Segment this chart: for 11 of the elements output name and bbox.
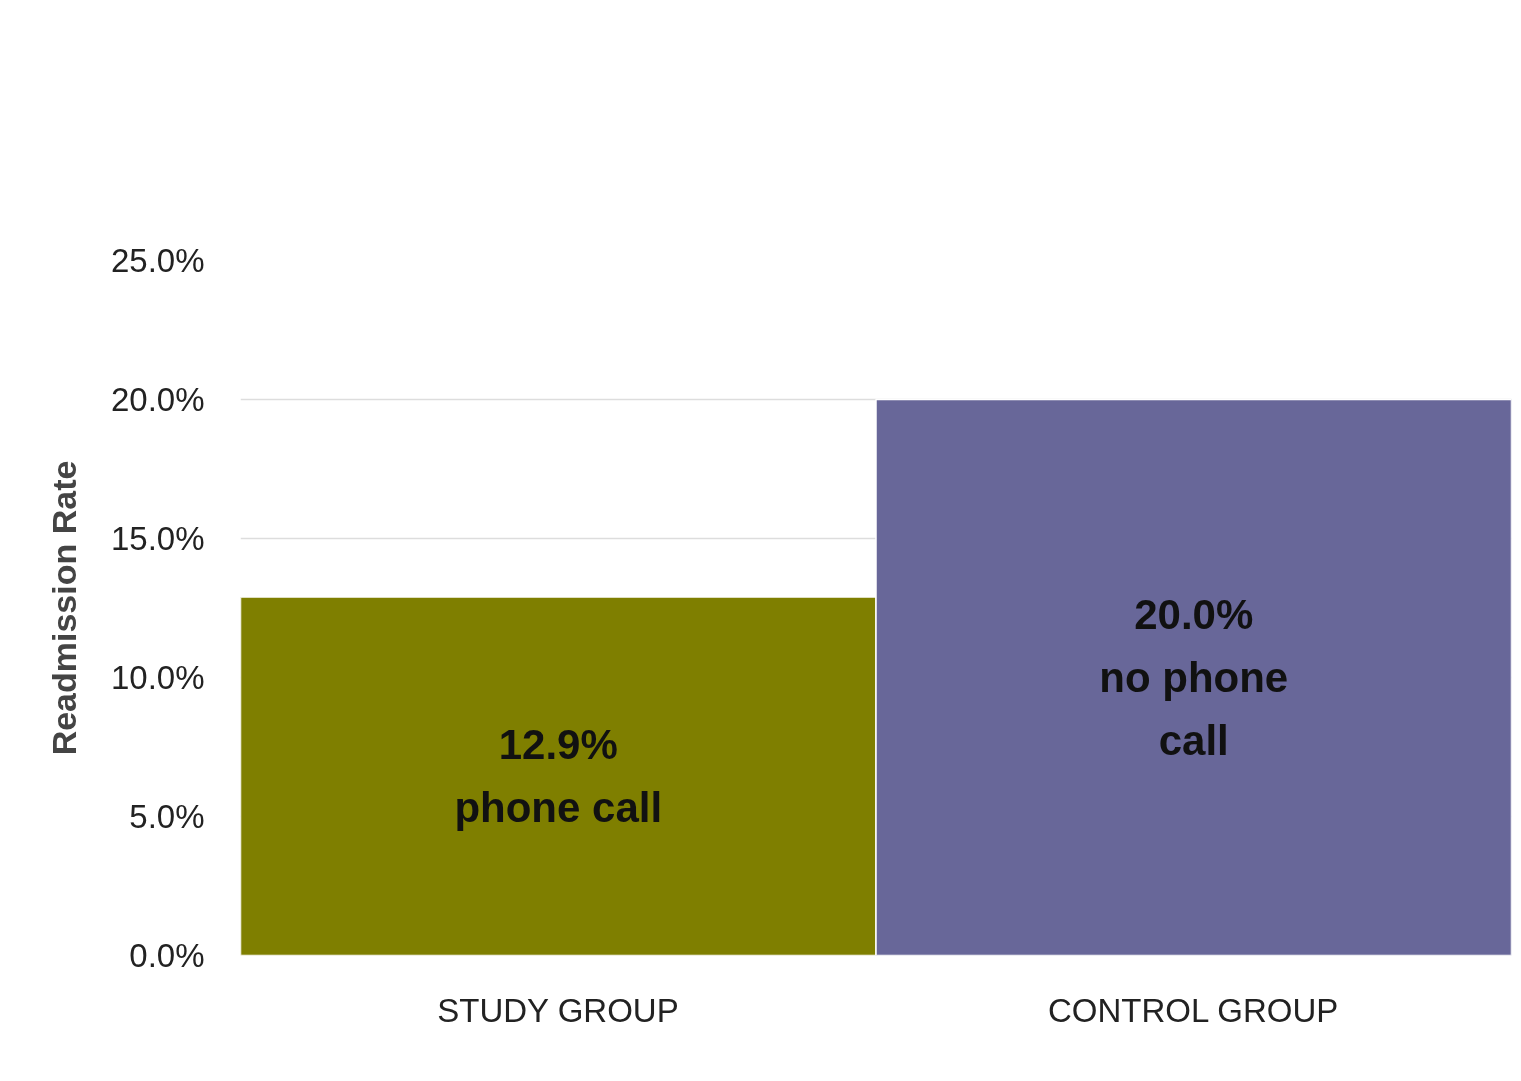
y-axis-title: Readmission Rate (44, 460, 83, 756)
data-label: 20.0% no phone call (1099, 590, 1289, 765)
y-tick-label: 15.0% (110, 520, 205, 557)
y-tick-label: 25.0% (110, 242, 205, 279)
x-tick-label: STUDY GROUP (437, 991, 679, 1029)
y-tick-label: 0.0% (129, 937, 205, 974)
y-tick-label: 5.0% (129, 798, 205, 835)
y-tick-label: 10.0% (110, 659, 205, 696)
y-tick-label: 20.0% (110, 381, 205, 418)
x-tick-label: CONTROL GROUP (1047, 991, 1339, 1029)
data-label: 12.9% phone call (454, 720, 663, 832)
